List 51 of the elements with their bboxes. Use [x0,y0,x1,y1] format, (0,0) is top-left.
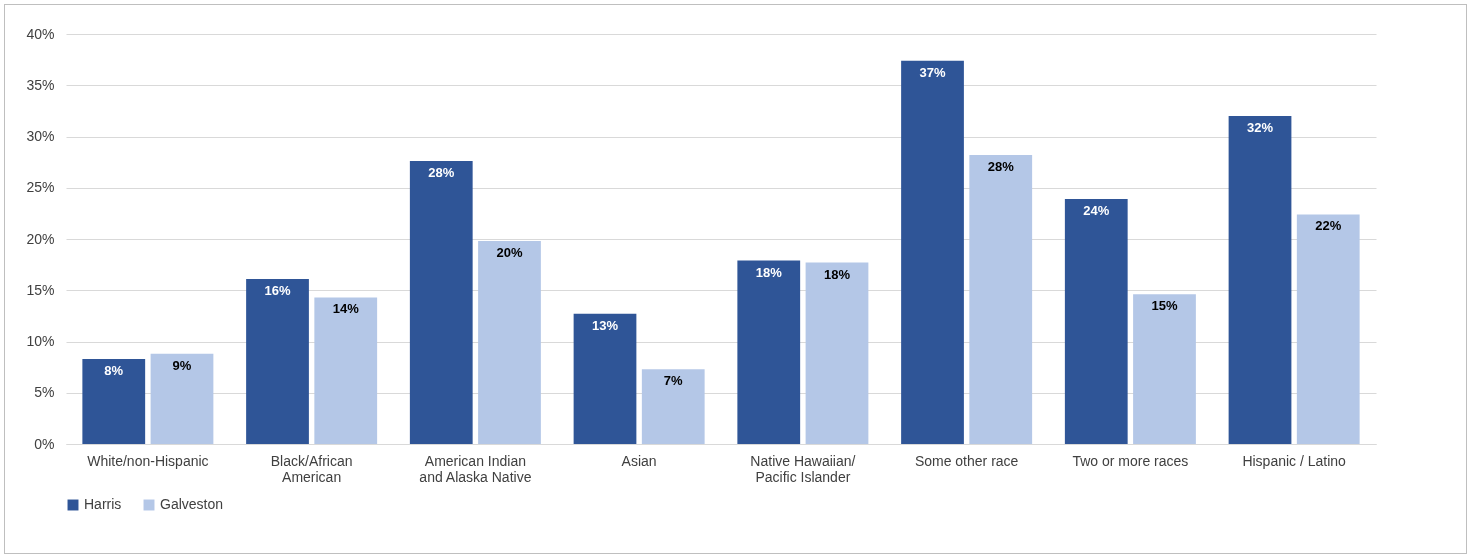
y-tick-label: 40% [26,25,55,42]
bar [246,278,309,444]
y-tick-label: 0% [34,435,55,452]
data-label: 7% [663,373,684,389]
bar [573,313,637,444]
bar [1296,214,1360,444]
bar [1228,116,1292,444]
data-label: 28% [987,158,1015,174]
x-tick-label: Native Hawaiian/ Pacific Islander [750,452,856,485]
data-label: 18% [755,264,783,280]
x-tick-label: Asian [621,452,657,469]
data-label: 28% [428,165,455,181]
data-label: 20% [496,245,523,261]
bar [969,154,1033,444]
data-label: 8% [104,362,124,378]
x-tick-label: Some other race [914,452,1019,469]
bar [314,297,378,444]
data-label: 16% [264,282,291,298]
bar [901,60,964,444]
bar [1064,199,1128,444]
data-label: 24% [1083,203,1110,219]
x-tick-label: Hispanic / Latino [1242,452,1347,469]
y-tick-label: 10% [26,333,55,349]
bar [641,369,705,444]
x-tick-label: Black/African American [270,452,353,485]
data-label: 32% [1246,120,1274,135]
data-label: 37% [919,64,946,80]
x-tick-label: Two or more races [1072,452,1189,469]
bar [737,260,801,444]
x-tick-label: White/non-Hispanic [87,452,209,469]
y-tick-label: 35% [26,76,55,93]
data-label: 9% [172,357,192,373]
y-tick-label: 25% [26,179,55,196]
bar [805,262,869,444]
legend-label: Harris [84,496,122,512]
y-tick-label: 30% [26,128,55,144]
bar [82,358,146,444]
data-label: 22% [1315,218,1342,234]
bar [409,161,473,444]
y-tick-label: 20% [26,230,55,247]
data-label: 18% [823,266,851,282]
data-label: 15% [1151,298,1178,314]
y-tick-label: 15% [26,281,55,298]
data-label: 14% [332,301,360,317]
data-label: 13% [591,317,619,333]
x-tick-label: American Indian and Alaska Native [419,452,532,485]
bar [150,353,214,444]
y-tick-label: 5% [34,384,55,401]
bar [478,241,541,444]
legend-label: Galveston [160,496,224,512]
bar [1133,294,1196,444]
